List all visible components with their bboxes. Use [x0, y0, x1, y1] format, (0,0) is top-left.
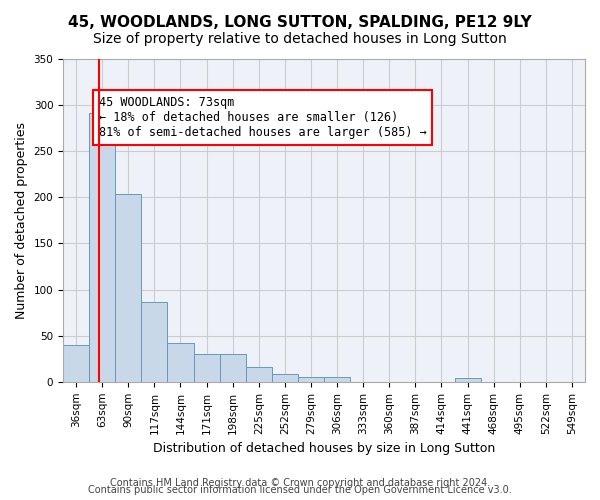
- Bar: [298, 377, 324, 382]
- Bar: [220, 354, 246, 382]
- Bar: [89, 114, 115, 382]
- Bar: [194, 354, 220, 382]
- Bar: [142, 302, 167, 382]
- X-axis label: Distribution of detached houses by size in Long Sutton: Distribution of detached houses by size …: [153, 442, 495, 455]
- Bar: [167, 343, 194, 382]
- Text: Contains HM Land Registry data © Crown copyright and database right 2024.: Contains HM Land Registry data © Crown c…: [110, 478, 490, 488]
- Bar: [324, 377, 350, 382]
- Text: Contains public sector information licensed under the Open Government Licence v3: Contains public sector information licen…: [88, 485, 512, 495]
- Text: Size of property relative to detached houses in Long Sutton: Size of property relative to detached ho…: [93, 32, 507, 46]
- Y-axis label: Number of detached properties: Number of detached properties: [15, 122, 28, 319]
- Bar: [246, 367, 272, 382]
- Bar: [115, 194, 142, 382]
- Text: 45 WOODLANDS: 73sqm
← 18% of detached houses are smaller (126)
81% of semi-detac: 45 WOODLANDS: 73sqm ← 18% of detached ho…: [99, 96, 427, 139]
- Text: 45, WOODLANDS, LONG SUTTON, SPALDING, PE12 9LY: 45, WOODLANDS, LONG SUTTON, SPALDING, PE…: [68, 15, 532, 30]
- Bar: [455, 378, 481, 382]
- Bar: [272, 374, 298, 382]
- Bar: [63, 345, 89, 382]
